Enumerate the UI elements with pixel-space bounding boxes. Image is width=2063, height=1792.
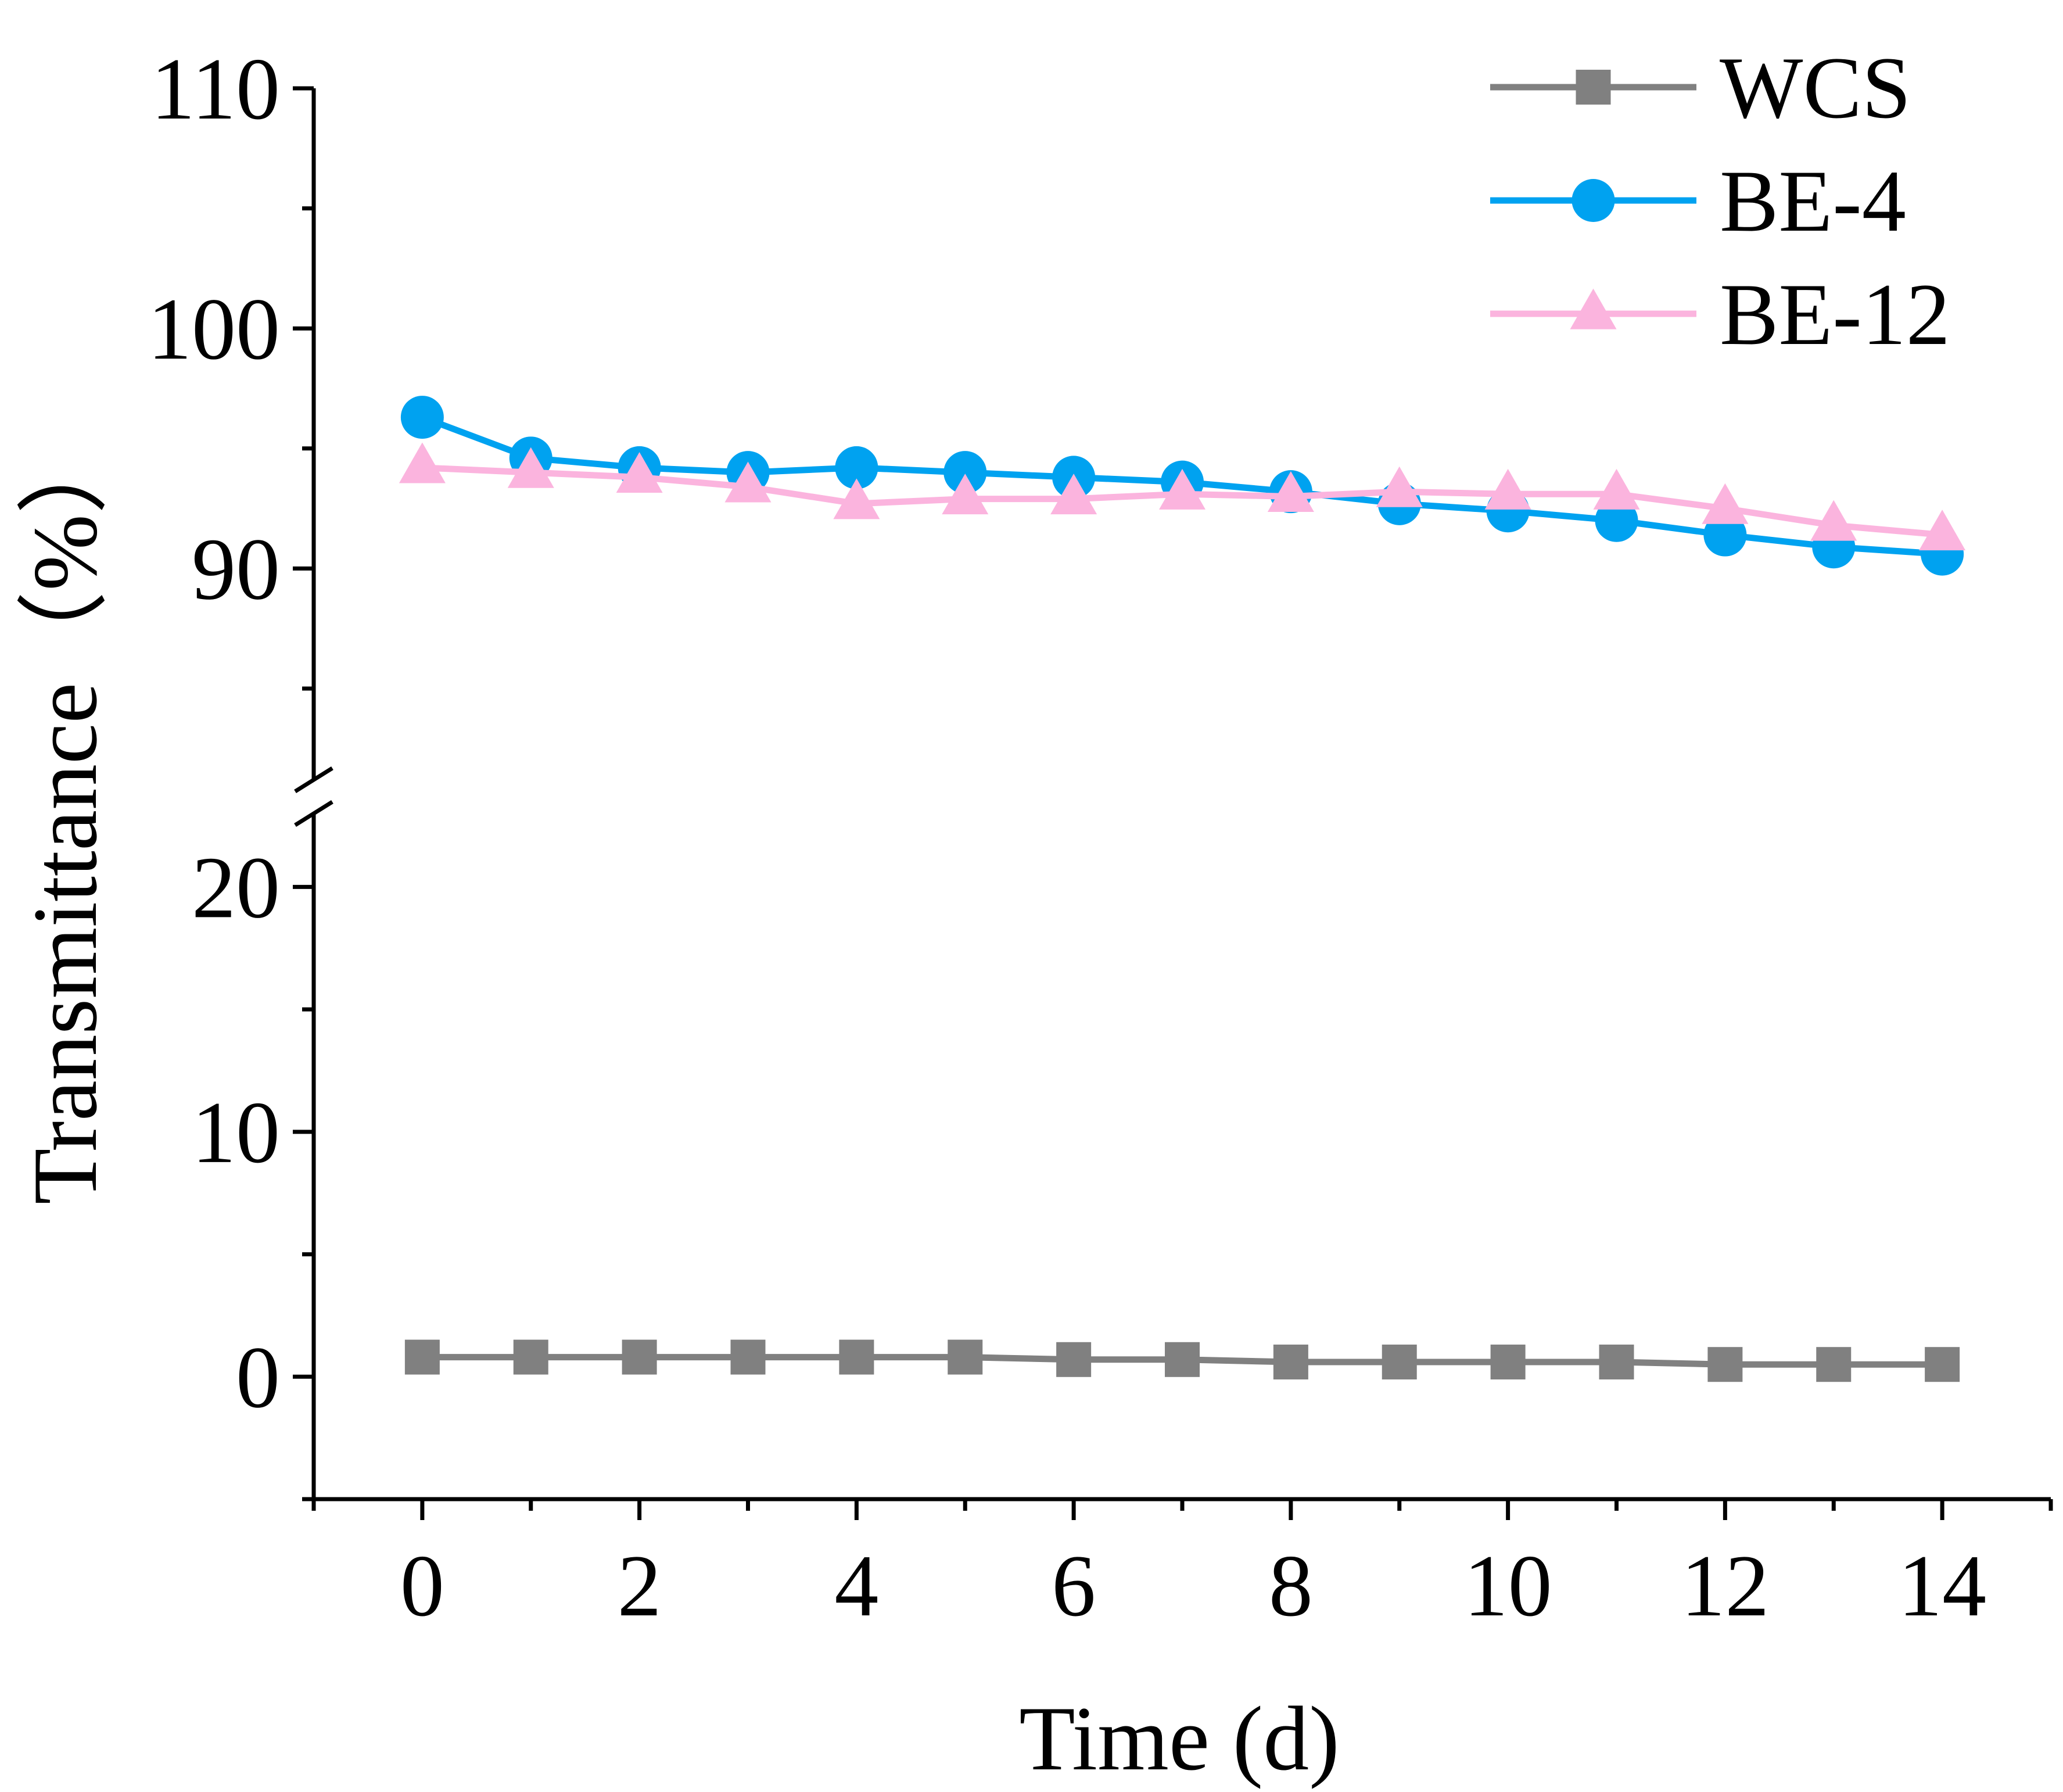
data-point-wcs	[730, 1339, 766, 1375]
x-tick-label: 0	[400, 1537, 444, 1635]
series-wcs	[404, 1339, 1960, 1382]
x-tick-label: 2	[618, 1537, 662, 1635]
data-point-wcs	[1382, 1345, 1417, 1379]
data-point-wcs	[404, 1339, 440, 1375]
data-point-wcs	[948, 1339, 983, 1375]
data-point-wcs	[1707, 1347, 1743, 1382]
series-layer	[399, 396, 1966, 1382]
data-point-be-12	[616, 451, 663, 493]
legend-marker-be-12	[1570, 288, 1617, 329]
legend-marker-be-4	[1572, 179, 1615, 222]
data-point-wcs	[1816, 1347, 1852, 1382]
data-point-be-12	[1810, 500, 1857, 541]
legend-label-be-4: BE-4	[1720, 152, 1906, 250]
data-point-wcs	[1056, 1342, 1092, 1377]
axis-break-mark-upper	[294, 766, 333, 793]
data-point-be-12	[724, 461, 772, 503]
data-point-be-4	[1595, 499, 1638, 542]
data-point-be-12	[833, 478, 880, 519]
legend-entry-wcs: WCS	[1490, 39, 1911, 137]
x-tick-label: 14	[1898, 1537, 1986, 1635]
data-point-be-12	[1159, 468, 1205, 510]
x-tick-label: 10	[1464, 1537, 1552, 1635]
legend: WCS BE-4 BE-12	[1490, 39, 1950, 363]
y-tick-label: 90	[192, 520, 280, 618]
data-point-be-12	[507, 447, 554, 488]
legend-entry-be-4: BE-4	[1490, 152, 1906, 250]
x-tick-label: 6	[1052, 1537, 1096, 1635]
data-point-wcs	[1925, 1347, 1960, 1382]
x-tick-label: 4	[834, 1537, 878, 1635]
data-point-wcs	[1273, 1345, 1308, 1379]
legend-marker-wcs	[1576, 70, 1611, 105]
y-tick-label: 20	[192, 838, 280, 936]
axis-break-mark-lower	[294, 800, 333, 827]
data-point-be-12	[1593, 468, 1640, 510]
x-tick-label: 8	[1269, 1537, 1313, 1635]
data-point-be-12	[942, 474, 989, 515]
y-tick-label: 0	[236, 1328, 280, 1426]
y-tick-label: 10	[192, 1084, 280, 1181]
x-axis-title: Time (d)	[1019, 1688, 1340, 1790]
data-point-wcs	[1165, 1342, 1200, 1377]
data-point-wcs	[1599, 1345, 1634, 1379]
data-point-be-12	[1050, 474, 1097, 515]
y-tick-label: 100	[148, 280, 280, 378]
data-point-be-4	[1703, 513, 1747, 557]
data-point-be-4	[943, 451, 987, 494]
y-axis-title: Transmittance（%）	[15, 422, 116, 1205]
data-point-be-12	[1376, 466, 1423, 507]
data-point-be-4	[400, 396, 444, 439]
data-point-wcs	[839, 1339, 874, 1375]
data-point-wcs	[513, 1339, 548, 1375]
data-point-wcs	[1490, 1345, 1526, 1379]
data-point-be-12	[1267, 471, 1314, 512]
data-point-be-4	[835, 446, 878, 489]
x-tick-label: 12	[1681, 1537, 1769, 1635]
data-point-be-12	[399, 442, 446, 483]
data-point-be-12	[1702, 483, 1749, 524]
axes: 0 10 20 90 100 110 0 2 4 6 8 10 12 14	[148, 40, 2053, 1635]
data-point-be-12	[1919, 510, 1966, 551]
y-tick-label: 110	[151, 40, 280, 138]
series-be-12	[399, 442, 1966, 551]
legend-label-be-12: BE-12	[1720, 266, 1950, 363]
data-point-be-12	[1484, 468, 1531, 510]
data-point-wcs	[622, 1339, 657, 1375]
legend-label-wcs: WCS	[1720, 39, 1911, 137]
legend-entry-be-12: BE-12	[1490, 266, 1950, 363]
